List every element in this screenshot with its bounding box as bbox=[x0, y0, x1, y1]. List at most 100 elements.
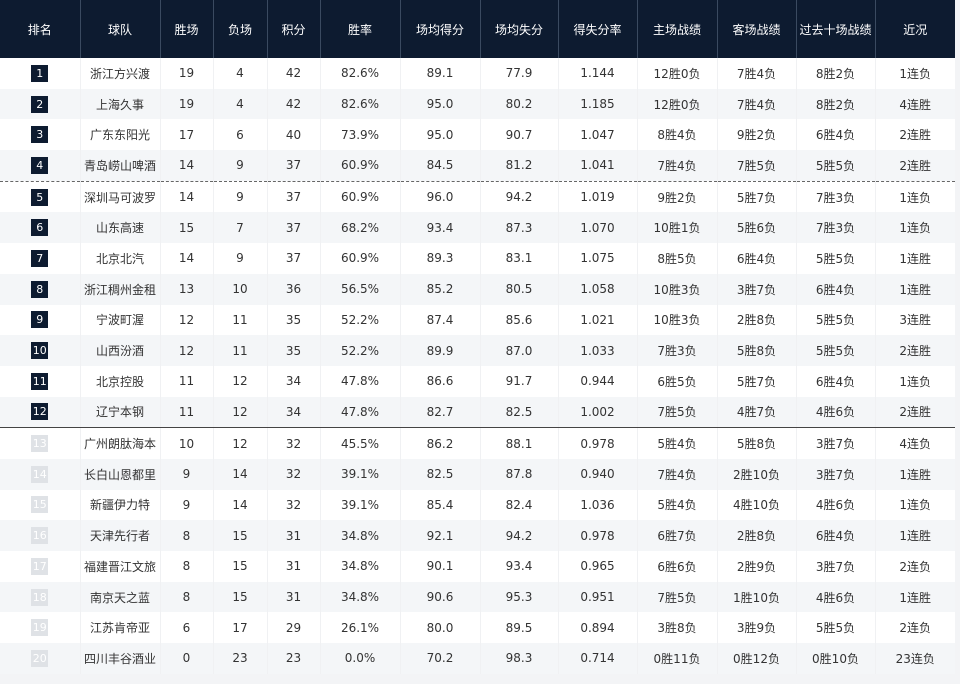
stat-cell: 9胜2负 bbox=[636, 181, 717, 213]
team-cell: 青岛崂山啤酒 bbox=[79, 150, 160, 182]
stat-cell: 1连负 bbox=[874, 212, 955, 244]
stat-cell: 4连胜 bbox=[874, 88, 955, 120]
stat-cell: 10胜3负 bbox=[636, 273, 717, 305]
stat-cell: 8 bbox=[159, 520, 213, 551]
stat-cell: 95.3 bbox=[479, 581, 558, 613]
stat-cell: 15 bbox=[212, 551, 267, 582]
stat-cell: 5胜8负 bbox=[716, 335, 796, 366]
stat-cell: 4胜7负 bbox=[716, 396, 796, 429]
team-cell: 浙江稠州金租 bbox=[79, 273, 160, 305]
stat-cell: 7胜5负 bbox=[716, 150, 796, 182]
stat-cell: 1.047 bbox=[557, 119, 637, 151]
stat-cell: 92.1 bbox=[399, 520, 480, 551]
rank-cell: 13 bbox=[0, 428, 80, 459]
rank-cell: 11 bbox=[0, 366, 80, 397]
team-cell: 深圳马可波罗 bbox=[79, 181, 160, 213]
stat-cell: 82.6% bbox=[319, 58, 400, 89]
stat-cell: 8 bbox=[159, 551, 213, 582]
stat-cell: 7 bbox=[212, 212, 267, 244]
stat-cell: 4胜6负 bbox=[795, 581, 875, 613]
rank-badge: 12 bbox=[31, 403, 49, 421]
rank-badge: 6 bbox=[31, 219, 49, 237]
rank-badge: 5 bbox=[31, 188, 49, 206]
stat-cell: 37 bbox=[266, 243, 320, 274]
stat-cell: 88.1 bbox=[479, 427, 558, 459]
stat-cell: 34 bbox=[266, 365, 320, 397]
stat-cell: 3胜8负 bbox=[636, 612, 717, 644]
stat-cell: 90.1 bbox=[399, 551, 480, 582]
stat-cell: 37 bbox=[266, 181, 320, 213]
stat-cell: 83.1 bbox=[479, 243, 558, 274]
stat-cell: 0.944 bbox=[557, 365, 637, 397]
rank-cell: 18 bbox=[0, 581, 80, 613]
stat-cell: 7胜3负 bbox=[795, 212, 875, 244]
stat-cell: 7胜4负 bbox=[716, 88, 796, 120]
stat-cell: 15 bbox=[212, 581, 267, 613]
stat-cell: 19 bbox=[159, 88, 213, 120]
team-cell: 北京北汽 bbox=[79, 243, 160, 274]
rank-badge: 17 bbox=[31, 557, 49, 575]
stat-cell: 0.0% bbox=[319, 643, 400, 674]
stat-cell: 89.5 bbox=[479, 612, 558, 644]
rank-badge: 7 bbox=[31, 249, 49, 267]
stat-cell: 8胜2负 bbox=[795, 58, 875, 89]
stat-cell: 15 bbox=[159, 212, 213, 244]
stat-cell: 11 bbox=[212, 304, 267, 336]
stat-cell: 1.021 bbox=[557, 304, 637, 336]
table-row: 17 福建晋江文旅 8 15 31 34.8% 90.1 93.4 0.965 6胜6负 2胜9负 3… bbox=[0, 551, 955, 582]
stat-cell: 8胜4负 bbox=[636, 119, 717, 151]
rank-cell: 6 bbox=[0, 212, 80, 244]
stat-cell: 36 bbox=[266, 273, 320, 305]
table-row: 11 北京控股 11 12 34 47.8% 86.6 91.7 0.944 6胜5负 5胜7负 6胜… bbox=[0, 365, 955, 397]
stat-cell: 39.1% bbox=[319, 489, 400, 521]
rank-cell: 9 bbox=[0, 305, 80, 336]
stat-cell: 35 bbox=[266, 335, 320, 366]
stat-cell: 4 bbox=[212, 58, 267, 89]
stat-cell: 1.036 bbox=[557, 489, 637, 521]
rank-cell: 17 bbox=[0, 551, 80, 582]
stat-cell: 87.8 bbox=[479, 458, 558, 490]
stat-cell: 56.5% bbox=[319, 273, 400, 305]
stat-cell: 14 bbox=[212, 458, 267, 490]
stat-cell: 1.185 bbox=[557, 88, 637, 120]
rank-badge: 20 bbox=[31, 649, 49, 667]
stat-cell: 34.8% bbox=[319, 581, 400, 613]
stat-cell: 9 bbox=[159, 489, 213, 521]
stat-cell: 2连胜 bbox=[874, 396, 955, 429]
stat-cell: 84.5 bbox=[399, 150, 480, 182]
stat-cell: 3胜7负 bbox=[795, 458, 875, 490]
rank-badge: 10 bbox=[31, 342, 49, 360]
stat-cell: 3胜7负 bbox=[795, 551, 875, 582]
stat-cell: 91.7 bbox=[479, 365, 558, 397]
stat-cell: 9 bbox=[212, 243, 267, 274]
stat-cell: 4连负 bbox=[874, 427, 955, 459]
stat-cell: 82.4 bbox=[479, 489, 558, 521]
stat-cell: 3胜9负 bbox=[716, 612, 796, 644]
table-row: 3 广东东阳光 17 6 40 73.9% 95.0 90.7 1.047 8胜4负 9胜2负 6胜4… bbox=[0, 119, 955, 151]
stat-cell: 40 bbox=[266, 119, 320, 151]
table-row: 18 南京天之蓝 8 15 31 34.8% 90.6 95.3 0.951 7胜5负 1胜10负 4… bbox=[0, 581, 955, 613]
stat-cell: 82.5 bbox=[479, 396, 558, 429]
rank-cell: 5 bbox=[0, 181, 80, 212]
stat-cell: 6 bbox=[159, 612, 213, 644]
stat-cell: 1.058 bbox=[557, 273, 637, 305]
stat-cell: 12胜0负 bbox=[636, 58, 717, 89]
rank-cell: 15 bbox=[0, 490, 80, 521]
table-row: 7 北京北汽 14 9 37 60.9% 89.3 83.1 1.075 8胜5负 6胜4负 5胜5负… bbox=[0, 243, 955, 274]
team-cell: 新疆伊力特 bbox=[79, 489, 160, 521]
stat-cell: 8 bbox=[159, 581, 213, 613]
stat-cell: 1.144 bbox=[557, 58, 637, 89]
team-cell: 长白山恩都里 bbox=[79, 458, 160, 490]
table-row: 4 青岛崂山啤酒 14 9 37 60.9% 84.5 81.2 1.041 7胜4负 7胜5负 5胜… bbox=[0, 150, 955, 182]
stat-cell: 5胜6负 bbox=[716, 212, 796, 244]
stat-cell: 17 bbox=[159, 119, 213, 151]
table-row: 13 广州朗肽海本 10 12 32 45.5% 86.2 88.1 0.978 5胜4负 5胜8负… bbox=[0, 427, 955, 459]
stat-cell: 2胜9负 bbox=[716, 551, 796, 582]
stat-cell: 1连胜 bbox=[874, 458, 955, 490]
stat-cell: 5胜7负 bbox=[716, 365, 796, 397]
stat-cell: 9 bbox=[159, 458, 213, 490]
stat-cell: 2连胜 bbox=[874, 150, 955, 182]
table-row: 8 浙江稠州金租 13 10 36 56.5% 85.2 80.5 1.058 10胜3负 3胜7负… bbox=[0, 273, 955, 305]
rank-cell: 14 bbox=[0, 458, 80, 490]
stat-cell: 96.0 bbox=[399, 181, 480, 213]
